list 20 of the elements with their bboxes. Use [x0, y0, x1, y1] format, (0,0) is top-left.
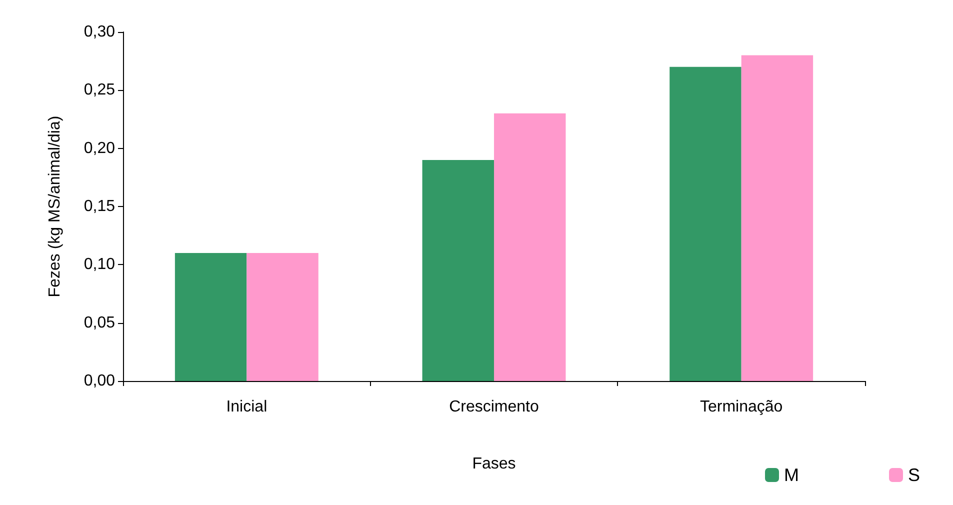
- y-tick-label: 0,05: [84, 314, 116, 332]
- bar: [741, 55, 814, 381]
- x-tick-label: Inicial: [226, 398, 268, 416]
- legend-label: M: [784, 465, 799, 485]
- x-tick-label: Terminação: [700, 398, 783, 416]
- legend-label: S: [908, 465, 920, 485]
- y-tick-label: 0,00: [84, 372, 116, 390]
- x-axis-title: Fases: [472, 456, 516, 472]
- y-tick-label: 0,10: [84, 256, 116, 274]
- bar: [422, 160, 494, 381]
- x-tick-label: Crescimento: [449, 398, 539, 416]
- bar: [670, 66, 742, 381]
- y-tick-label: 0,15: [84, 198, 116, 215]
- bar: [494, 113, 566, 381]
- bar: [246, 253, 318, 381]
- y-tick-label: 0,25: [84, 82, 116, 99]
- bar: [174, 253, 247, 381]
- y-tick-label: 0,30: [84, 24, 116, 40]
- y-tick-label: 0,20: [84, 140, 116, 157]
- y-axis-title: Fezes (kg MS/animal/dia): [46, 116, 64, 298]
